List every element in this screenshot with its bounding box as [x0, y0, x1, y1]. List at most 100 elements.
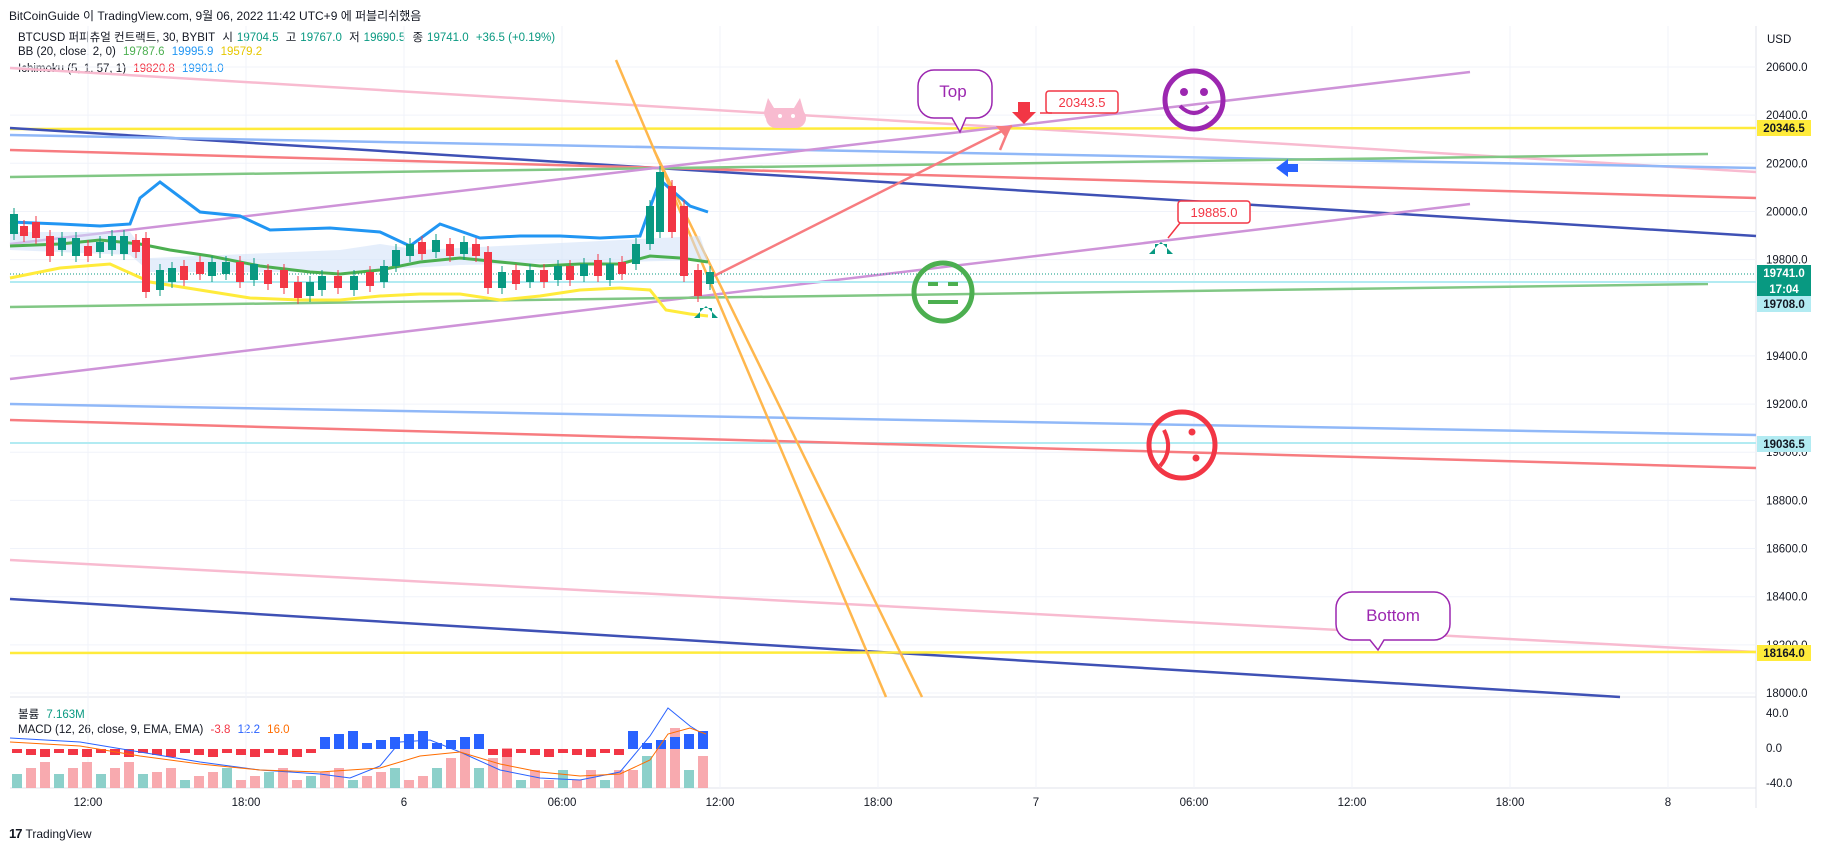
- volume-legend[interactable]: 볼륨 7.163M: [18, 706, 89, 722]
- bottom-bubble[interactable]: [1335, 591, 1451, 652]
- up-arrow-icon-2[interactable]: [694, 306, 718, 318]
- trendline-pink-lower[interactable]: [9, 558, 1757, 654]
- macd-hist-bar: [320, 737, 330, 749]
- trendline-blue-lower[interactable]: [9, 402, 1757, 437]
- trendline-green-lower[interactable]: [9, 282, 1709, 309]
- horizontal-line-18164[interactable]: [9, 650, 1757, 655]
- happy-face-icon[interactable]: [1162, 68, 1226, 132]
- price-tick-label: 19200.0: [1766, 399, 1808, 411]
- volume-bar: [194, 776, 204, 788]
- candle-body: [32, 222, 40, 238]
- price-callout-1[interactable]: [1045, 90, 1119, 114]
- macd-hist-bar: [152, 749, 162, 755]
- candle-body: [120, 236, 128, 254]
- price-tag-text: 19741.0: [1763, 268, 1805, 280]
- candle-body: [580, 264, 588, 276]
- up-arrow-icon[interactable]: [1149, 242, 1173, 254]
- macd-hist-bar: [138, 749, 148, 753]
- volume-bar: [600, 780, 610, 788]
- macd-legend[interactable]: MACD (12, 26, close, 9, EMA, EMA) -3.8 1…: [18, 724, 294, 736]
- ichimoku-legend[interactable]: Ichimoku (5, 1, 57, 1) 19820.8 19901.0: [18, 63, 228, 75]
- left-arrow-icon[interactable]: [1276, 159, 1298, 177]
- price-tag: [1757, 265, 1811, 281]
- candle-body: [472, 244, 480, 256]
- trendline-blue-upper[interactable]: [9, 133, 1757, 170]
- volume-bar: [222, 768, 232, 788]
- bb-legend[interactable]: BB (20, close, 2, 0) 19787.6 19995.9 195…: [18, 46, 266, 58]
- volume-bar: [446, 758, 456, 788]
- bb-name: BB (20, close, 2, 0): [18, 46, 116, 58]
- macd-hist-bar: [544, 749, 554, 757]
- price-tag: [1757, 281, 1811, 297]
- down-arrow-icon[interactable]: [1012, 102, 1036, 124]
- price-tag: [1757, 436, 1811, 452]
- sad-face-icon[interactable]: [1146, 409, 1218, 481]
- macd-name: MACD (12, 26, close, 9, EMA, EMA): [18, 724, 204, 736]
- tradingview-logo-icon: 17: [9, 826, 23, 841]
- volume-bar: [684, 770, 694, 788]
- volume-bar: [418, 776, 428, 788]
- candle-body: [706, 272, 714, 284]
- trendline-navy-upper[interactable]: [9, 126, 1757, 238]
- price-axis[interactable]: 20600.0 20400.0 20200.0 20000.0 19800.0 19400…: [1766, 62, 1808, 700]
- price-change: +36.5 (+0.19%): [475, 32, 556, 44]
- symbol-name: BTCUSD 퍼피츄얼 컨트랙트, 30, BYBIT: [18, 32, 216, 44]
- trendline-orange-right[interactable]: [652, 149, 924, 698]
- trendline-green-upper[interactable]: [9, 152, 1709, 179]
- trendline-red-lower[interactable]: [9, 418, 1757, 470]
- candle-body: [168, 268, 176, 282]
- macd-hist-bar: [446, 740, 456, 749]
- candle-body: [380, 266, 388, 282]
- publish-info: BitCoinGuide 이 TradingView.com, 9월 06, 2…: [9, 9, 422, 23]
- macd-tick-label: -40.0: [1766, 778, 1792, 790]
- symbol-legend[interactable]: BTCUSD 퍼피츄얼 컨트랙트, 30, BYBIT 시 19704.5 고 19…: [18, 29, 559, 45]
- trendline-red-upper[interactable]: [9, 148, 1757, 200]
- time-tick-label: 18:00: [1496, 797, 1525, 809]
- macd-hist-bar: [306, 749, 316, 753]
- trendline-navy-lower[interactable]: [9, 597, 1621, 699]
- macd-hist-bar: [530, 749, 540, 755]
- ichimoku-value-2: 19901.0: [182, 63, 224, 75]
- candle-body: [222, 262, 230, 274]
- macd-tick-label: 0.0: [1766, 743, 1782, 755]
- macd-hist-bar: [54, 749, 64, 753]
- macd-axis[interactable]: 40.0 0.0 -40.0: [1766, 708, 1792, 790]
- candle-body: [498, 272, 506, 288]
- price-callout-2[interactable]: [1177, 200, 1251, 224]
- cat-icon[interactable]: [764, 98, 806, 128]
- candle-body: [512, 270, 520, 284]
- macd-hist-bar: [12, 749, 22, 753]
- volume-bar: [26, 768, 36, 788]
- trendline-purple-top[interactable]: [9, 70, 1471, 246]
- candle-body: [306, 282, 314, 296]
- candle-body: [526, 270, 534, 282]
- volume-bar: [530, 770, 540, 788]
- candle-body: [46, 236, 54, 256]
- volume-bar: [488, 758, 498, 788]
- volume-bar: [110, 768, 120, 788]
- candle-body: [20, 226, 28, 236]
- footer[interactable]: 17 TradingView: [9, 826, 92, 841]
- volume-bar: [614, 770, 624, 788]
- neutral-face-icon[interactable]: [911, 260, 975, 324]
- candle-body: [334, 276, 342, 288]
- top-bubble[interactable]: [917, 69, 993, 134]
- horizontal-line-20346[interactable]: [9, 126, 1757, 131]
- trendlines[interactable]: [9, 59, 1757, 699]
- bottom-bubble-text: Bottom: [1366, 606, 1420, 625]
- projection-arrow[interactable]: [713, 124, 1013, 278]
- volume-bar: [96, 774, 106, 788]
- candle-body: [96, 242, 104, 252]
- price-tick-label: 18400.0: [1766, 592, 1808, 604]
- candle-body: [280, 270, 288, 288]
- time-axis[interactable]: 12:00 18:00 6 06:00 12:00 18:00 7 06:00 12:00 18:…: [74, 797, 1672, 809]
- volume-bar: [138, 774, 148, 788]
- macd-hist-bar: [68, 749, 78, 755]
- ichimoku-value-1: 19820.8: [133, 63, 175, 75]
- volume-bar: [306, 776, 316, 788]
- macd-hist-bar: [264, 749, 274, 753]
- time-tick-label: 6: [401, 797, 407, 809]
- trendline-purple-bottom[interactable]: [9, 202, 1471, 381]
- trendline-pink-upper[interactable]: [9, 66, 1757, 174]
